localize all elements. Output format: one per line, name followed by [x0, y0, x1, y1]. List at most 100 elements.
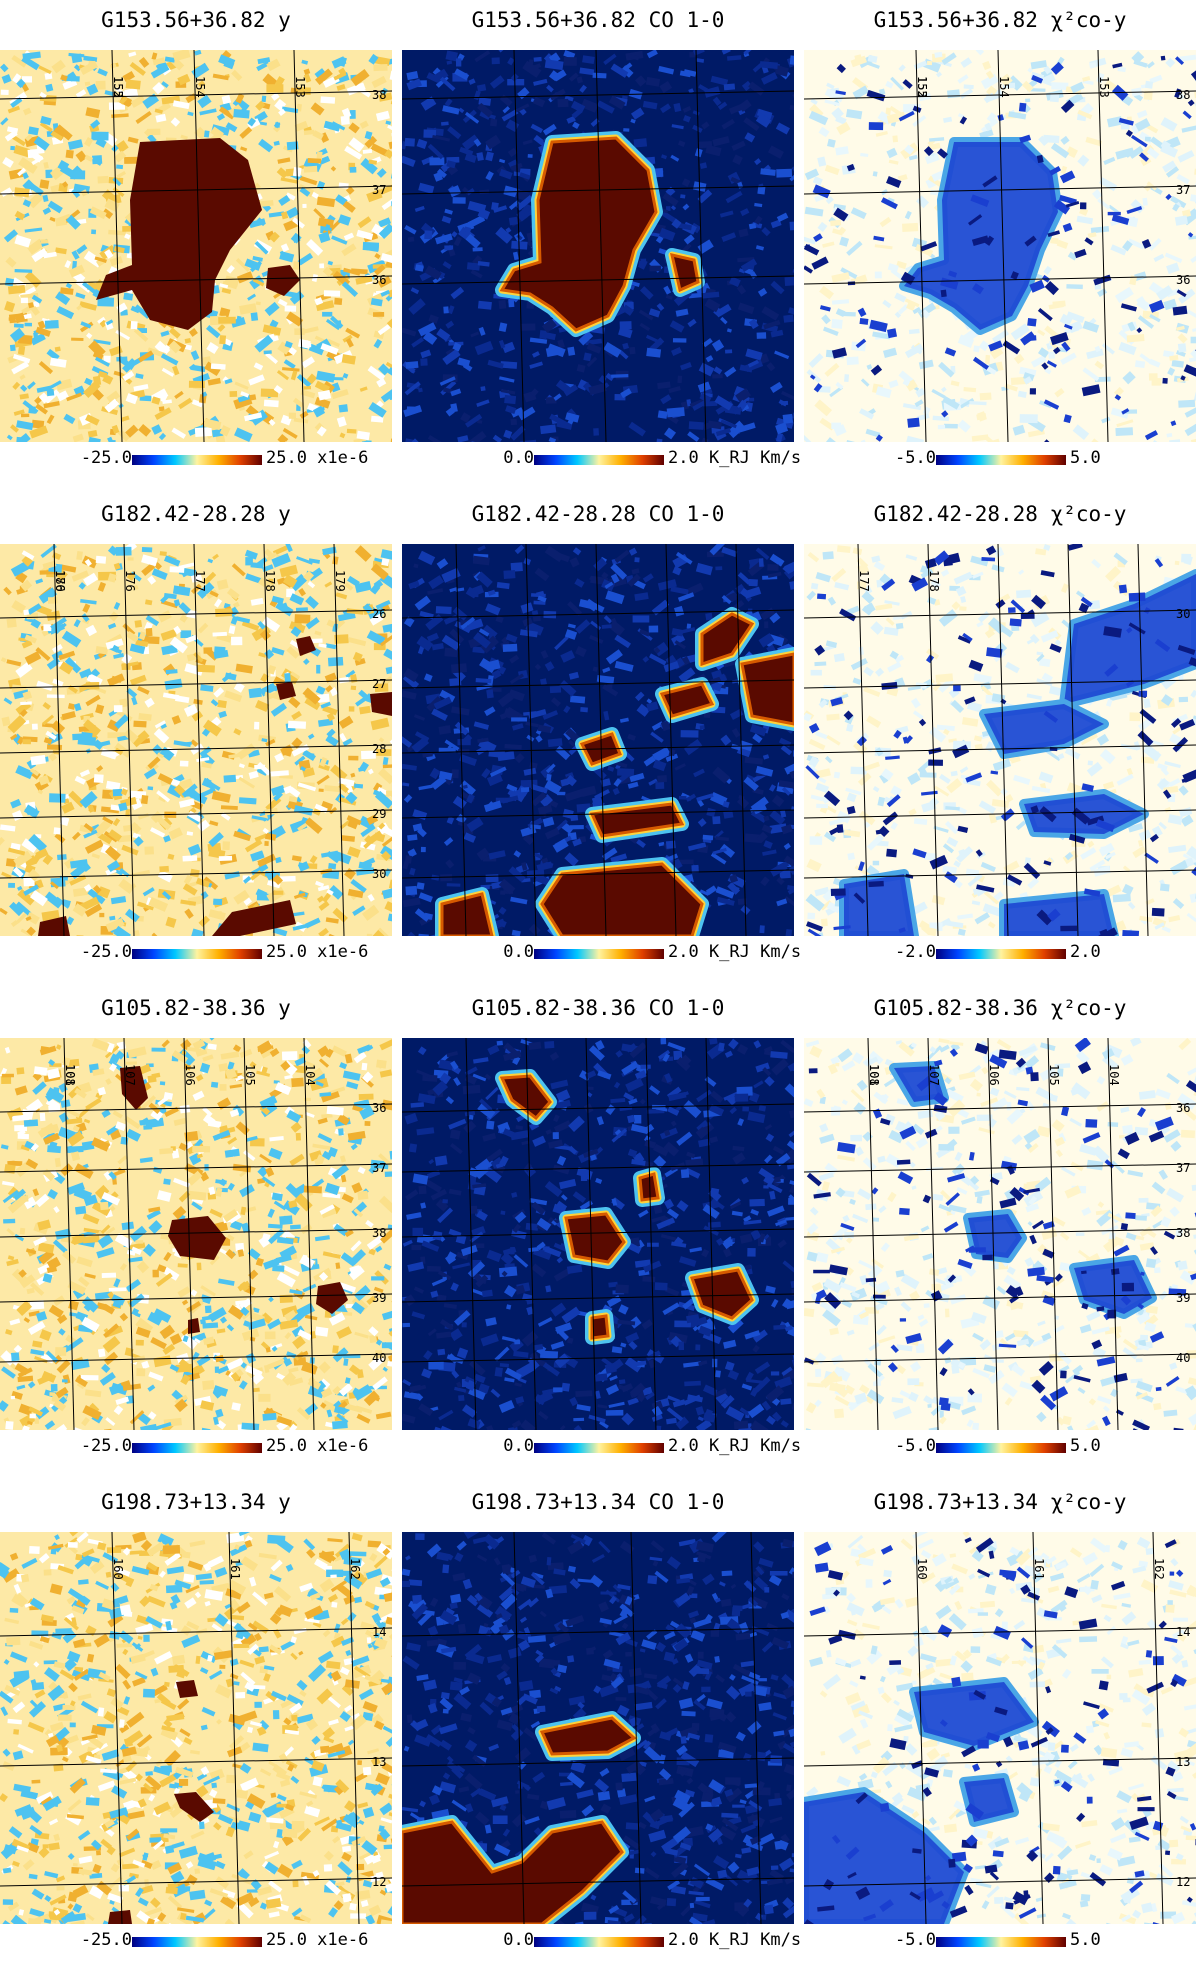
longitude-tick-label: 178	[263, 570, 277, 592]
coordinate-grid	[804, 1038, 1196, 1430]
chi-sky-map: 177 178 30	[804, 544, 1196, 936]
colorbar: -5.0 5.0	[804, 1928, 1196, 1954]
longitude-tick-label: 154	[193, 76, 207, 98]
panel-title: G182.42-28.28 y	[101, 502, 291, 526]
colorbar-max: 25.0 x1e-6	[266, 1436, 369, 1456]
co-cloud	[590, 1314, 610, 1340]
coordinate-grid	[804, 1532, 1196, 1924]
colorbar-gradient	[132, 1443, 262, 1453]
longitude-tick-label: 153	[1097, 76, 1111, 98]
longitude-tick-label: 177	[193, 570, 207, 592]
latitude-tick-label: 30	[1176, 607, 1190, 621]
longitude-tick-label: 160	[111, 1558, 125, 1580]
latitude-tick-label: 36	[372, 1101, 386, 1115]
colorbar-max: 5.0	[1070, 1930, 1101, 1950]
colorbar-max: 5.0	[1070, 1436, 1101, 1456]
colorbar-gradient	[534, 455, 664, 465]
sz-blob	[296, 636, 316, 656]
colorbar-gradient	[936, 1937, 1066, 1947]
chi-residual	[844, 874, 914, 936]
colorbar: -5.0 5.0	[804, 1434, 1196, 1460]
co-cloud	[659, 682, 715, 718]
colorbar-max: 25.0 x1e-6	[266, 1930, 369, 1950]
longitude-tick-label: 179	[333, 570, 347, 592]
coordinate-grid	[804, 50, 1196, 442]
y-sky-map: 160 161 162 14 13 12	[0, 1532, 392, 1924]
chi-sky-map: 108 107 106 105 104 101 36 37 38 39 40	[804, 1038, 1196, 1430]
latitude-tick-label: 38	[372, 1226, 386, 1240]
longitude-tick-label: 154	[997, 76, 1011, 98]
longitude-tick-label: 106	[183, 1064, 197, 1086]
latitude-tick-label: 36	[1176, 1101, 1190, 1115]
panel-title: G182.42-28.28 χ²co-y	[873, 502, 1127, 526]
colorbar-min: 0.0	[503, 942, 534, 962]
colorbar-min: -5.0	[895, 1436, 936, 1456]
coordinate-grid	[402, 50, 794, 442]
longitude-tick-label: 101	[63, 1064, 77, 1086]
longitude-tick-label: 101	[867, 1064, 881, 1086]
coordinate-grid	[402, 1532, 794, 1924]
longitude-tick-label: 162	[348, 1558, 362, 1580]
co-cloud	[740, 652, 794, 726]
colorbar-min: 0.0	[503, 1930, 534, 1950]
colorbar-max: 2.0 K_RJ Km/s	[668, 942, 802, 962]
longitude-tick-label: 104	[303, 1064, 317, 1086]
colorbar-gradient	[534, 1937, 664, 1947]
latitude-tick-label: 12	[1176, 1875, 1190, 1889]
colorbar-min: -5.0	[895, 448, 936, 468]
colorbar-min: -25.0	[80, 1930, 132, 1950]
panel-title: G198.73+13.34 CO 1-0	[471, 1490, 725, 1514]
latitude-tick-label: 13	[1176, 1755, 1190, 1769]
co-cloud	[499, 136, 658, 332]
co-cloud	[689, 1268, 754, 1320]
colorbar-min: -25.0	[80, 448, 132, 468]
colorbar-min: 0.0	[503, 1436, 534, 1456]
y-map-panel: G198.73+13.34 y 160 161 162 14 13 12 -25.0 25.0 …	[0, 1482, 392, 1962]
latitude-tick-label: 29	[372, 807, 386, 821]
longitude-tick-label: 177	[857, 570, 871, 592]
longitude-tick-label: 176	[123, 570, 137, 592]
co-map-panel: G182.42-28.28 CO 1-0 0.0 2.0 K_RJ Km/s	[402, 494, 801, 974]
latitude-tick-label: 28	[372, 742, 386, 756]
chi-map-panel: G198.73+13.34 χ²co-y 160 161 162 14 13 12 -5.0 5…	[804, 1482, 1196, 1962]
longitude-tick-label: 106	[987, 1064, 1001, 1086]
longitude-tick-label: 161	[228, 1558, 242, 1580]
sz-blob	[316, 1282, 348, 1314]
coordinate-grid	[804, 544, 1196, 936]
colorbar-max: 5.0	[1070, 448, 1101, 468]
latitude-tick-label: 37	[1176, 183, 1190, 197]
colorbar-gradient	[534, 1443, 664, 1453]
longitude-tick-label: 108	[63, 1064, 77, 1086]
longitude-tick-label: 104	[1107, 1064, 1121, 1086]
latitude-tick-label: 37	[372, 183, 386, 197]
co-cloud	[700, 612, 755, 667]
latitude-tick-label: 36	[1176, 273, 1190, 287]
chi-residual	[984, 704, 1104, 754]
longitude-tick-label: 152	[915, 76, 929, 98]
panel-title: G198.73+13.34 y	[101, 1490, 291, 1514]
panel-title: G153.56+36.82 CO 1-0	[471, 8, 725, 32]
colorbar-max: 2.0 K_RJ Km/s	[668, 1436, 802, 1456]
longitude-tick-label: 107	[123, 1064, 137, 1086]
latitude-tick-label: 27	[372, 677, 386, 691]
chi-residual	[1074, 1260, 1152, 1314]
chi-map-panel: G105.82-38.36 χ²co-y 108 107 106 105 104 101 36…	[804, 988, 1196, 1468]
latitude-tick-label: 12	[372, 1875, 386, 1889]
panel-title: G198.73+13.34 χ²co-y	[873, 1490, 1127, 1514]
co-map-panel: G153.56+36.82 CO 1-0 0.0 2.0 K_RJ Km/s	[402, 0, 801, 480]
colorbar: 0.0 2.0 K_RJ Km/s	[402, 446, 801, 472]
longitude-tick-label: 152	[111, 76, 125, 98]
colorbar-max: 25.0 x1e-6	[266, 448, 369, 468]
longitude-tick-label: 162	[1152, 1558, 1166, 1580]
longitude-tick-label: 155	[915, 76, 929, 98]
longitude-tick-label: 178	[927, 570, 941, 592]
sz-blob	[276, 682, 296, 700]
colorbar-gradient	[132, 949, 262, 959]
co-cloud	[402, 1820, 624, 1924]
coordinate-grid	[0, 50, 392, 442]
coordinate-grid	[402, 544, 794, 936]
colorbar: -25.0 25.0 x1e-6	[0, 940, 392, 966]
latitude-tick-label: 14	[1176, 1625, 1190, 1639]
y-map-panel: G105.82-38.36 y 108 107 106 105 104 101 36 37 38 3…	[0, 988, 392, 1468]
co-sky-map	[402, 544, 794, 936]
